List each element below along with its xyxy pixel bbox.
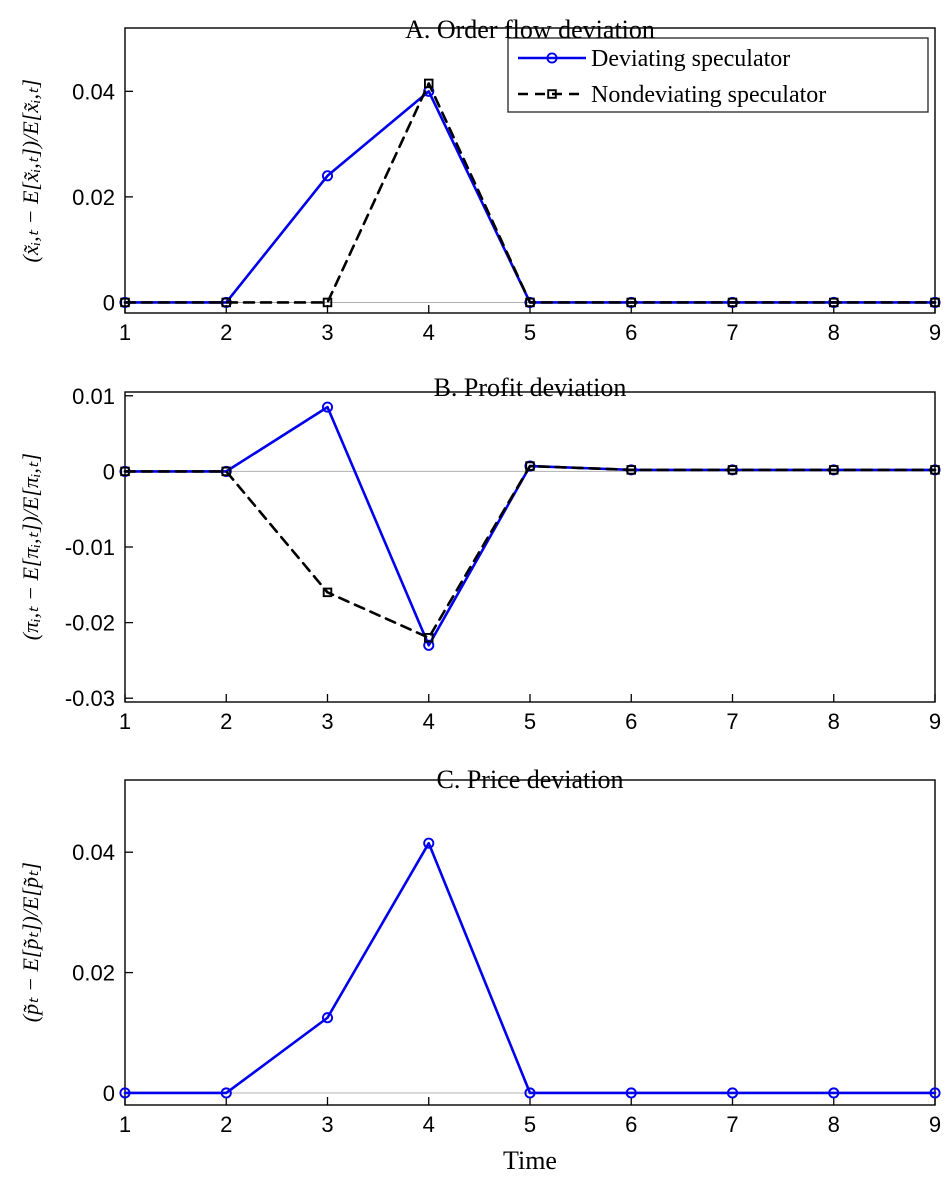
y-tick-label: -0.01 [65,535,115,560]
panel-b-y-axis-label: (πᵢ,ₜ − E[πᵢ,ₜ])/E[πᵢ,ₜ] [18,453,43,641]
square-marker [626,297,637,308]
circle-marker [119,1087,131,1099]
panel-a-plot-area: 1 2 3 4 5 6 7 8 9 0 0.02 0.04 Deviating speculator No… [72,27,941,345]
circle-marker [321,401,334,413]
y-tick-label: 0 [103,459,115,484]
panel-b-plot-area: 1 2 3 4 5 6 7 8 9 0.01 0 -0.01 -0.02 -0.03 [65,384,941,734]
x-tick-label: 2 [220,320,232,345]
x-tick-label: 1 [119,709,131,734]
legend-label-nondeviating-speculator: Nondeviating speculator [591,82,826,108]
x-tick-label: 4 [423,320,435,345]
panel-c-title: C. Price deviation [436,764,624,794]
y-tick-label: 0 [103,1081,115,1106]
circle-marker [625,1087,637,1099]
square-marker [322,297,333,308]
square-marker [525,297,535,308]
legend-square-marker [547,89,557,99]
x-tick-label: 1 [119,1112,131,1137]
panel-c-plot-area: 1 2 3 4 5 6 7 8 9 0 0.02 0.04 [72,779,941,1137]
circle-marker [321,1012,334,1024]
circle-marker [929,1087,941,1099]
square-marker [829,297,839,308]
series-line-deviating-speculator [123,841,937,1095]
circle-marker [524,1087,536,1099]
y-tick-label: 0.01 [72,384,115,409]
x-tick-label: 9 [929,709,941,734]
x-tick-label: 6 [625,709,637,734]
x-tick-label: 7 [726,709,738,734]
x-tick-label: 8 [828,1112,840,1137]
x-tick-label: 4 [423,709,435,734]
circle-marker [321,170,334,182]
y-tick-label: -0.02 [65,611,115,636]
panel-b-ylabel-wrap: (πᵢ,ₜ − E[πᵢ,ₜ])/E[πᵢ,ₜ] [0,392,62,702]
x-tick-label: 2 [220,709,232,734]
panel-order-flow-deviation: A. Order flow deviation (x̃ᵢ,ₜ − E[x̃ᵢ,ₜ… [0,0,948,345]
plot-background [125,780,935,1105]
x-tick-label: 9 [929,1112,941,1137]
y-tick-label: 0.04 [72,840,115,865]
legend-circle-marker [546,52,558,64]
square-marker [525,461,535,471]
y-tick-label: 0.02 [72,961,115,986]
square-marker [221,466,231,477]
y-tick-label: 0.02 [72,185,115,210]
x-tick-label: 6 [625,320,637,345]
x-tick-label: 5 [524,320,536,345]
x-tick-label: 8 [828,709,840,734]
square-marker [930,465,940,475]
x-tick-label: 7 [726,320,738,345]
square-marker [322,587,333,598]
x-tick-label: 5 [524,1112,536,1137]
square-marker [424,632,434,643]
y-tick-label: 0.04 [72,79,115,104]
circle-marker [423,837,435,849]
y-tick-label: -0.03 [65,686,115,711]
series-line-nondeviating-speculator [123,82,937,304]
axes-box [124,391,936,703]
panel-a-title: A. Order flow deviation [405,14,655,44]
x-tick-label: 8 [828,320,840,345]
x-tick-label: 2 [220,1112,232,1137]
axes-box [124,779,936,1106]
square-marker [626,465,637,475]
legend-box [507,37,929,113]
circle-marker [828,1087,840,1099]
x-tick-label: 3 [321,320,333,345]
y-tick-label: 0 [103,290,115,315]
x-tick-label: 5 [524,709,536,734]
circle-marker [726,1087,739,1099]
x-axis-label-time: Time [503,1146,557,1175]
x-tick-label: 3 [321,1112,333,1137]
x-tick-label: 6 [625,1112,637,1137]
panel-a-ylabel-wrap: (x̃ᵢ,ₜ − E[x̃ᵢ,ₜ])/E[x̃ᵢ,ₜ] [0,28,62,313]
series-line-nondeviating-speculator [123,464,937,640]
panel-a-y-axis-label: (x̃ᵢ,ₜ − E[x̃ᵢ,ₜ])/E[x̃ᵢ,ₜ] [18,78,43,263]
legend-label-deviating-speculator: Deviating speculator [591,46,790,72]
panel-c-y-axis-label: (p̃ₜ − E[p̃ₜ])/E[p̃ₜ] [18,862,43,1023]
x-tick-label: 9 [929,320,941,345]
panel-profit-deviation: B. Profit deviation (πᵢ,ₜ − E[πᵢ,ₜ])/E[π… [0,345,948,740]
square-marker [120,297,130,308]
x-tick-label: 1 [119,320,131,345]
axes-box [124,27,936,314]
square-marker [727,297,738,308]
panel-c-ylabel-wrap: (p̃ₜ − E[p̃ₜ])/E[p̃ₜ] [0,780,62,1105]
plot-background [125,392,935,702]
x-tick-label: 7 [726,1112,738,1137]
square-marker [424,78,434,89]
square-marker [930,297,940,308]
x-tick-label: 4 [423,1112,435,1137]
panel-b-title: B. Profit deviation [433,372,627,402]
square-marker [120,466,130,477]
square-marker [221,297,231,308]
circle-marker [220,1087,232,1099]
x-tick-label: 3 [321,709,333,734]
panel-price-deviation: C. Price deviation (p̃ₜ − E[p̃ₜ])/E[p̃ₜ]… [0,740,948,1182]
square-marker [829,465,839,475]
square-marker [727,465,738,475]
